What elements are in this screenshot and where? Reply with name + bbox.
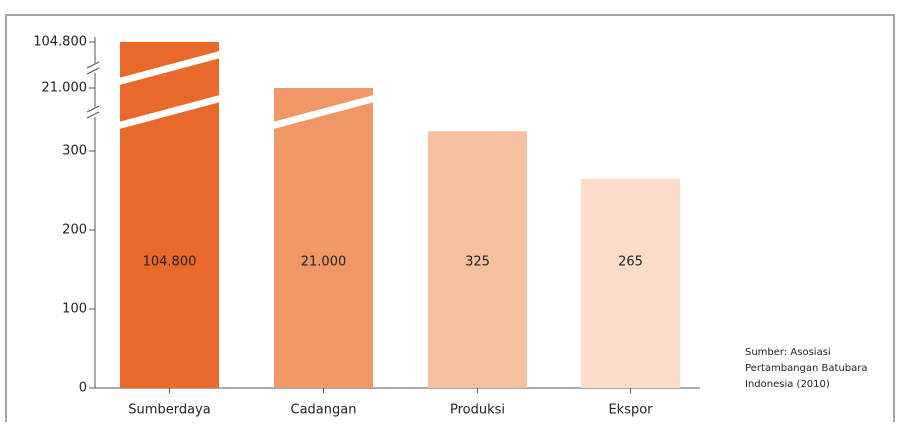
source-line: Indonesia (2010) [745, 379, 830, 390]
y-tick-label: 300 [62, 144, 87, 159]
source-line: Pertambangan Batubara [745, 363, 868, 374]
value-label: 21.000 [301, 255, 347, 270]
y-tick-label: 0 [79, 381, 87, 396]
x-tick-label: Sumberdaya [128, 403, 210, 418]
y-tick-label: 104.800 [33, 35, 87, 50]
source-line: Sumber: Asosiasi [745, 347, 831, 358]
axis-break [86, 105, 100, 113]
bar-break [270, 94, 377, 130]
axis-break [86, 67, 100, 75]
bar [581, 178, 680, 388]
bar [120, 42, 219, 388]
axis-break-gap [87, 107, 97, 117]
y-tick-label: 200 [62, 223, 87, 238]
axis-break-gap [87, 63, 97, 73]
x-tick-label: Cadangan [291, 403, 357, 418]
x-tick-label: Produksi [450, 403, 505, 418]
value-label: 104.800 [143, 255, 197, 270]
axis-break [86, 61, 100, 69]
y-tick-label: 100 [62, 302, 87, 317]
frame [5, 14, 895, 426]
axis-break [86, 111, 100, 119]
bar [274, 88, 373, 388]
x-tick-label: Ekspor [608, 403, 653, 418]
bar-break [116, 94, 223, 130]
bar-break [116, 50, 223, 86]
value-label: 325 [465, 255, 490, 270]
bar [428, 131, 527, 388]
value-label: 265 [618, 255, 643, 270]
y-tick-label: 21.000 [42, 81, 88, 96]
